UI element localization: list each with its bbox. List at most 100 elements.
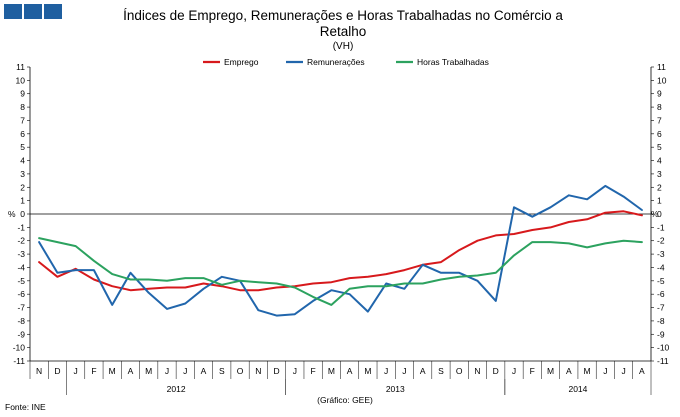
- y-tick-label-right: -1: [657, 222, 665, 232]
- y-tick-label-left: -10: [13, 343, 26, 353]
- legend-label: Remunerações: [307, 57, 365, 67]
- chart-subtitle: (VH): [333, 41, 354, 52]
- y-tick-label-right: 4: [657, 156, 662, 166]
- y-tick-label-right: 3: [657, 169, 662, 179]
- x-tick-label: M: [145, 366, 152, 376]
- y-tick-label-left: -1: [17, 222, 25, 232]
- footnote-source: Fonte: INE: [5, 402, 46, 412]
- x-tick-label: J: [402, 366, 406, 376]
- y-tick-label-right: -8: [657, 316, 665, 326]
- y-tick-label-right: 5: [657, 142, 662, 152]
- y-tick-label-left: -6: [17, 289, 25, 299]
- x-tick-label: A: [639, 366, 645, 376]
- series-line-1: [38, 210, 643, 292]
- logo-block-1: [4, 4, 22, 19]
- x-tick-label: N: [36, 366, 42, 376]
- y-tick-label-right: 6: [657, 129, 662, 139]
- y-tick-label-right: 2: [657, 182, 662, 192]
- series-line-2: [38, 184, 643, 317]
- y-tick-label-left: -3: [17, 249, 25, 259]
- y-tick-label-right: 8: [657, 102, 662, 112]
- y-tick-label-right: -2: [657, 236, 665, 246]
- y-tick-label-left: 8: [20, 102, 25, 112]
- y-tick-label-left: -11: [13, 356, 25, 366]
- x-tick-label: J: [74, 366, 78, 376]
- x-tick-label: S: [219, 366, 225, 376]
- x-tick-label: M: [547, 366, 554, 376]
- y-tick-label-right: -4: [657, 262, 665, 272]
- y-tick-label-right: -7: [657, 303, 665, 313]
- y-tick-label-right: -9: [657, 329, 665, 339]
- x-tick-label: A: [347, 366, 353, 376]
- y-tick-label-left: 11: [16, 62, 25, 72]
- x-tick-label: M: [584, 366, 591, 376]
- y-tick-label-left: 2: [20, 182, 25, 192]
- x-tick-label: A: [420, 366, 426, 376]
- logo-block-3: [44, 4, 62, 19]
- x-tick-label: D: [274, 366, 280, 376]
- y-unit-left: %: [8, 209, 16, 219]
- y-tick-label-left: -2: [17, 236, 25, 246]
- y-tick-label-right: 1: [657, 196, 662, 206]
- y-tick-label-right: -11: [657, 356, 669, 366]
- x-tick-label: D: [54, 366, 60, 376]
- x-tick-label: J: [603, 366, 607, 376]
- y-tick-label-right: 7: [657, 115, 662, 125]
- x-tick-label: N: [255, 366, 261, 376]
- y-tick-label-left: 5: [20, 142, 25, 152]
- x-tick-label: J: [183, 366, 187, 376]
- series-line-3: [38, 237, 643, 306]
- x-tick-label: M: [328, 366, 335, 376]
- legend-label: Horas Trabalhadas: [417, 57, 489, 67]
- y-tick-label-left: 4: [20, 156, 25, 166]
- chart-title-line-1: Índices de Emprego, Remunerações e Horas…: [123, 8, 563, 23]
- y-tick-label-left: -9: [17, 329, 25, 339]
- y-tick-label-right: -6: [657, 289, 665, 299]
- y-tick-label-left: 9: [20, 89, 25, 99]
- x-tick-label: F: [311, 366, 316, 376]
- year-label: 2013: [386, 384, 405, 394]
- x-tick-label: A: [128, 366, 134, 376]
- x-tick-label: M: [364, 366, 371, 376]
- y-tick-label-left: 7: [20, 115, 25, 125]
- x-tick-label: O: [456, 366, 463, 376]
- x-tick-label: S: [438, 366, 444, 376]
- x-tick-label: F: [530, 366, 535, 376]
- logo-block-2: [24, 4, 42, 19]
- year-label: 2012: [167, 384, 186, 394]
- y-tick-label-left: 1: [20, 196, 25, 206]
- legend-label: Emprego: [224, 57, 259, 67]
- x-tick-label: A: [201, 366, 207, 376]
- x-tick-label: J: [293, 366, 297, 376]
- y-tick-label-left: 3: [20, 169, 25, 179]
- x-tick-label: O: [237, 366, 244, 376]
- y-tick-label-right: 11: [657, 62, 666, 72]
- x-tick-label: D: [493, 366, 499, 376]
- y-tick-label-left: 10: [16, 75, 26, 85]
- x-tick-label: A: [566, 366, 572, 376]
- x-tick-label: F: [91, 366, 96, 376]
- y-unit-right: %: [651, 209, 659, 219]
- year-label: 2014: [568, 384, 587, 394]
- x-tick-label: N: [474, 366, 480, 376]
- y-tick-label-left: -5: [17, 276, 25, 286]
- y-tick-label-right: -5: [657, 276, 665, 286]
- legend: Emprego Remunerações Horas Trabalhadas: [203, 57, 489, 67]
- y-tick-label-right: -10: [657, 343, 670, 353]
- y-tick-label-left: 6: [20, 129, 25, 139]
- chart-title-line-2: Retalho: [320, 24, 367, 39]
- y-tick-label-left: -8: [17, 316, 25, 326]
- x-tick-label: J: [512, 366, 516, 376]
- y-tick-label-right: 10: [657, 75, 667, 85]
- series-lines: [38, 184, 643, 317]
- x-tick-label: M: [109, 366, 116, 376]
- y-tick-label-left: -4: [17, 262, 25, 272]
- y-tick-label-left: -7: [17, 303, 25, 313]
- y-tick-label-left: 0: [20, 209, 25, 219]
- x-tick-label: J: [384, 366, 388, 376]
- x-tick-label: J: [621, 366, 625, 376]
- y-tick-label-right: 9: [657, 89, 662, 99]
- x-tick-label: J: [165, 366, 169, 376]
